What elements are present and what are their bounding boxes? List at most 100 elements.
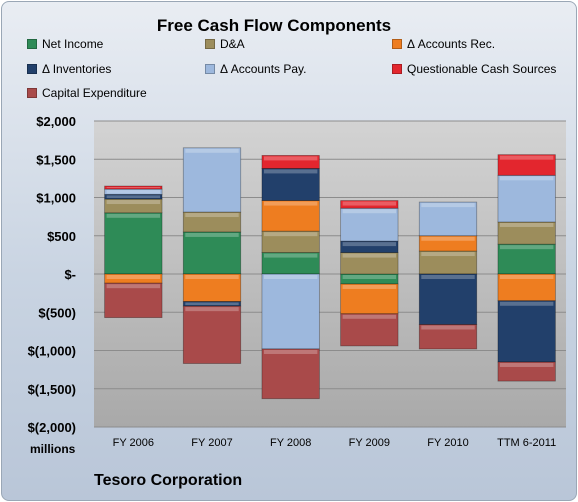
legend-label: Net Income	[42, 37, 104, 51]
y-tick-label: $(2,000)	[28, 420, 76, 435]
bar-segment-inventories	[261, 168, 320, 201]
bar-highlight	[263, 349, 318, 354]
bar-highlight	[263, 253, 318, 258]
x-tick-label: FY 2010	[427, 437, 468, 449]
legend-item-capital-expenditure: Capital Expenditure	[27, 86, 147, 100]
bar-segment-accounts-pay	[104, 188, 163, 195]
bar-highlight	[106, 187, 161, 189]
y-tick-label: $(1,000)	[28, 344, 76, 359]
bar-highlight	[185, 148, 239, 153]
legend-label: Δ Accounts Pay.	[220, 62, 307, 76]
bar-highlight	[342, 242, 397, 247]
bar-segment-capital-expenditure	[261, 348, 320, 400]
bar-segment-questionable-cash-sources	[497, 154, 556, 176]
bar-highlight	[342, 314, 397, 319]
bar-highlight	[263, 275, 318, 279]
x-tick-label: FY 2009	[349, 437, 390, 449]
company-name: Tesoro Corporation	[94, 472, 243, 489]
legend-item-d-a: D&A	[205, 37, 245, 51]
bar-segment-capital-expenditure	[182, 305, 242, 364]
bar-highlight	[342, 275, 397, 279]
legend-label: Δ Inventories	[42, 62, 112, 76]
bar-highlight	[185, 302, 239, 306]
legend-swatch	[27, 39, 37, 49]
bar-segment-capital-expenditure	[340, 313, 399, 347]
bar-segment-accounts-pay	[340, 207, 399, 242]
bar-highlight	[499, 155, 554, 160]
bar-highlight	[499, 245, 554, 250]
bar-highlight	[499, 275, 554, 279]
bar-segment-inventories	[497, 300, 556, 363]
legend-label: Δ Accounts Rec.	[407, 37, 496, 51]
bar-highlight	[421, 252, 475, 257]
bar-segment-accounts-pay	[497, 174, 556, 223]
bar-highlight	[185, 275, 239, 279]
bar-segment-net-income	[104, 212, 163, 275]
bar-segment-accounts-rec	[261, 200, 320, 232]
x-tick-label: FY 2007	[191, 437, 232, 449]
x-tick-label: FY 2008	[270, 437, 311, 449]
bar-segment-questionable-cash-sources	[340, 200, 399, 209]
y-tick-label: $-	[64, 267, 76, 282]
y-tick-label: $1,000	[36, 191, 76, 206]
bar-segment-net-income	[497, 243, 556, 275]
legend-label: D&A	[220, 37, 245, 51]
bar-highlight	[499, 301, 554, 306]
bar-highlight	[263, 156, 318, 161]
bar-segment-capital-expenditure	[104, 282, 163, 319]
bar-highlight	[342, 201, 397, 206]
legend-item-inventories: Δ Inventories	[27, 62, 111, 76]
bar-highlight	[342, 209, 397, 214]
bar-segment-accounts-rec	[182, 273, 242, 302]
bar-segment-questionable-cash-sources	[104, 185, 163, 190]
bar-segment-net-income	[182, 231, 242, 275]
bar-highlight	[342, 253, 397, 258]
bar-highlight	[421, 275, 475, 279]
bar-segment-accounts-pay	[182, 147, 242, 213]
legend-item-accounts-rec: Δ Accounts Rec.	[392, 37, 495, 51]
legend-label: Questionable Cash Sources	[407, 62, 557, 76]
y-tick-label: $2,000	[36, 114, 76, 129]
bar-highlight	[106, 213, 161, 218]
y-tick-label: $(500)	[38, 305, 76, 320]
bar-highlight	[263, 201, 318, 206]
y-tick-label: $(1,500)	[28, 382, 76, 397]
bar-highlight	[106, 190, 161, 194]
bar-highlight	[421, 325, 475, 330]
legend-item-accounts-pay: Δ Accounts Pay.	[205, 62, 307, 76]
bar-highlight	[263, 169, 318, 174]
legend-swatch	[27, 88, 37, 98]
chart-title: Free Cash Flow Components	[156, 16, 392, 35]
bar-highlight	[185, 213, 239, 218]
bar-highlight	[106, 275, 161, 279]
legend-swatch	[205, 39, 215, 49]
bar-highlight	[421, 203, 475, 208]
legend-swatch	[392, 64, 402, 74]
bar-highlight	[106, 195, 161, 199]
bar-highlight	[263, 232, 318, 237]
x-tick-label: FY 2006	[113, 437, 154, 449]
bar-segment-inventories	[418, 273, 478, 325]
y-tick-label: $500	[47, 229, 76, 244]
bar-highlight	[499, 362, 554, 367]
bar-highlight	[499, 222, 554, 227]
bar-highlight	[106, 200, 161, 205]
legend-item-net-income: Net Income	[27, 37, 103, 51]
bar-highlight	[499, 176, 554, 181]
bar-highlight	[342, 284, 397, 289]
bar-segment-accounts-rec	[340, 283, 399, 315]
bar-segment-accounts-rec	[497, 273, 556, 302]
bar-highlight	[106, 284, 161, 289]
legend-swatch	[27, 64, 37, 74]
bar-segment-questionable-cash-sources	[261, 155, 320, 169]
bar-segment-capital-expenditure	[497, 361, 556, 382]
bar-segment-capital-expenditure	[418, 324, 478, 350]
x-tick-label: TTM 6-2011	[497, 437, 556, 449]
bar-segment-accounts-pay	[261, 273, 320, 350]
bar-highlight	[421, 236, 475, 241]
bar-highlight	[185, 232, 239, 237]
legend-swatch	[205, 64, 215, 74]
legend-item-questionable-cash-sources: Questionable Cash Sources	[392, 62, 556, 76]
y-tick-label: $1,500	[36, 152, 76, 167]
